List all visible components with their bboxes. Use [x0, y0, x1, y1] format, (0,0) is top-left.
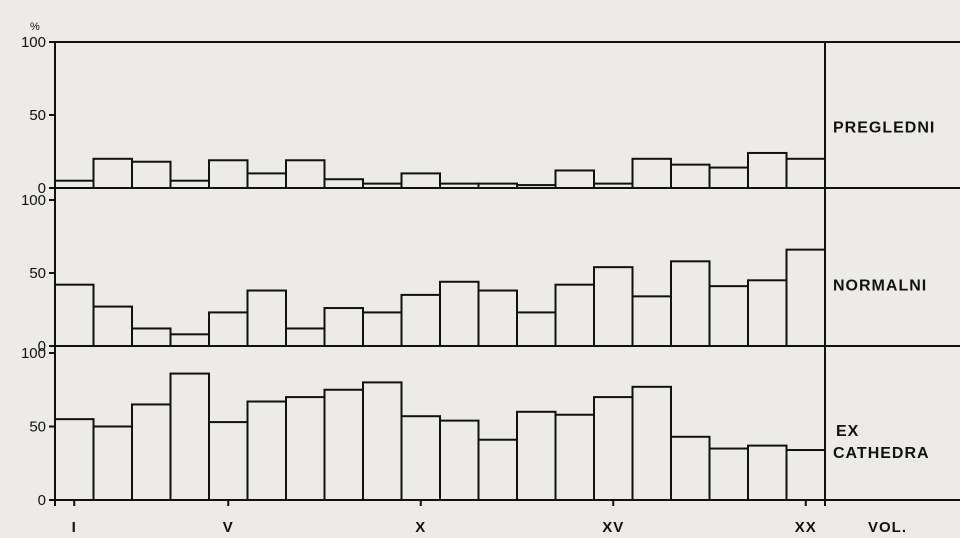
bar — [785, 248, 826, 347]
bar — [246, 400, 287, 502]
bar — [554, 169, 595, 189]
bar — [169, 179, 210, 189]
bar — [131, 327, 172, 348]
x-tick-label: X — [415, 519, 426, 536]
bar — [169, 372, 210, 501]
bar — [92, 425, 133, 501]
bar — [54, 179, 95, 189]
x-axis-end-label: VOL. — [868, 519, 907, 536]
bar — [362, 182, 403, 189]
y-tick-label: 100 — [21, 34, 46, 51]
bar — [54, 283, 95, 347]
panel-labels: PREGLEDNI NORMALNI EX CATHEDRA — [833, 120, 935, 463]
bar — [708, 285, 749, 348]
y-tick-label: 50 — [29, 265, 46, 282]
bar — [169, 333, 210, 348]
bar — [670, 435, 711, 502]
bar — [785, 449, 826, 501]
bar — [208, 421, 249, 501]
bar — [785, 157, 826, 190]
bar — [477, 289, 518, 347]
bar — [246, 289, 287, 347]
y-tick-label: 50 — [29, 107, 46, 124]
bar — [400, 172, 441, 189]
bar — [131, 160, 172, 190]
bar — [477, 438, 518, 502]
bar — [323, 388, 364, 501]
bar — [593, 182, 634, 189]
bar — [285, 396, 326, 502]
x-tick-label: XX — [795, 519, 817, 536]
x-tick-label: XV — [602, 519, 624, 536]
bar — [516, 184, 557, 190]
y-tick-label: 0 — [38, 338, 46, 355]
x-tick-label: V — [223, 519, 234, 536]
bar — [362, 381, 403, 501]
bar — [554, 283, 595, 347]
y-tick-label: 100 — [21, 192, 46, 209]
x-tick-label: I — [72, 519, 77, 536]
bar — [131, 403, 172, 502]
y-tick-label: 50 — [29, 419, 46, 436]
y-unit-label: % — [30, 21, 40, 33]
bar — [670, 260, 711, 348]
bar — [439, 419, 480, 501]
bar — [400, 415, 441, 501]
bar — [477, 182, 518, 189]
y-tick-label: 0 — [38, 180, 46, 197]
bar — [747, 151, 788, 190]
bar — [631, 157, 672, 190]
panel-label: EX CATHEDRA — [833, 423, 930, 462]
panel-label: PREGLEDNI — [833, 120, 935, 137]
bar — [747, 279, 788, 347]
bar — [516, 410, 557, 501]
y-tick-label: 0 — [38, 492, 46, 509]
bar — [593, 396, 634, 502]
bar — [593, 266, 634, 347]
bar — [439, 182, 480, 189]
bar — [208, 159, 249, 189]
bar — [285, 327, 326, 348]
y-tick-label: 100 — [21, 345, 46, 362]
bar — [747, 444, 788, 501]
bar — [554, 413, 595, 501]
x-axis-ticks: I V X XV XX VOL. — [72, 500, 907, 536]
bar — [323, 307, 364, 348]
bar — [631, 385, 672, 501]
bar — [92, 157, 133, 190]
bar — [439, 280, 480, 348]
bar — [670, 163, 711, 189]
bar — [631, 295, 672, 347]
panel-label: NORMALNI — [833, 278, 927, 295]
bar — [285, 159, 326, 189]
bar — [708, 166, 749, 189]
bar — [54, 418, 95, 501]
bar — [708, 447, 749, 501]
bar — [323, 178, 364, 190]
bar — [246, 172, 287, 189]
bar — [516, 311, 557, 348]
bar — [208, 311, 249, 348]
bar-series — [54, 151, 826, 502]
bar — [362, 311, 403, 348]
bar — [92, 305, 133, 347]
bar — [400, 293, 441, 347]
